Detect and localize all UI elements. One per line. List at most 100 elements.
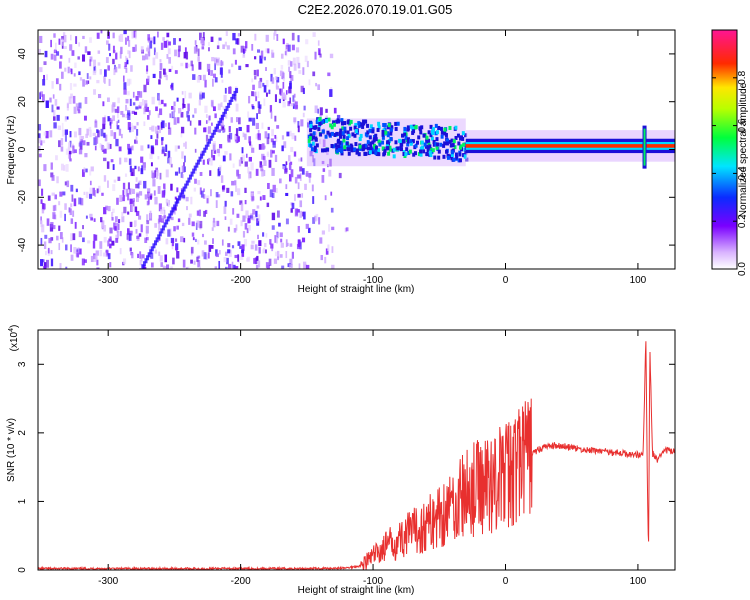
heatmap-cell: [214, 63, 216, 71]
heatmap-cell: [43, 164, 47, 172]
heatmap-cell: [105, 249, 109, 257]
heatmap-cell: [461, 131, 465, 136]
heatmap-cell: [261, 122, 264, 129]
heatmap-cell: [43, 131, 47, 136]
heatmap-cell: [192, 168, 196, 174]
heatmap-cell: [97, 62, 101, 66]
heatmap-cell: [270, 138, 274, 143]
snr-background: [38, 330, 675, 570]
heatmap-cell: [338, 172, 342, 179]
heatmap-cell: [147, 252, 151, 258]
heatmap-cell: [435, 137, 439, 142]
heatmap-cell: [288, 155, 291, 162]
heatmap-cell: [290, 75, 294, 81]
heatmap-cell: [257, 91, 260, 99]
heatmap-cell: [377, 152, 381, 157]
heatmap-cell: [113, 222, 116, 230]
heatmap-cell: [283, 164, 287, 171]
heatmap-cell: [409, 124, 413, 129]
heatmap-cell: [85, 168, 88, 173]
heatmap-cell: [282, 101, 286, 108]
heatmap-cell: [111, 240, 115, 246]
heatmap-cell: [409, 141, 413, 146]
heatmap-cell: [403, 126, 407, 131]
heatmap-cell: [262, 249, 266, 254]
heatmap-cell: [235, 128, 239, 137]
heatmap-cell: [265, 34, 269, 42]
heatmap-cell: [238, 65, 242, 70]
heatmap-cell: [218, 250, 221, 255]
heatmap-cell: [216, 220, 220, 227]
heatmap-cell: [149, 195, 152, 200]
heatmap-cell: [201, 92, 205, 99]
heatmap-cell: [50, 237, 54, 241]
heatmap-cell: [266, 151, 270, 155]
heatmap-cell: [165, 74, 168, 81]
heatmap-cell: [89, 180, 92, 186]
heatmap-cell: [51, 174, 55, 181]
heatmap-cell: [387, 151, 391, 156]
heatmap-cell: [127, 211, 130, 215]
heatmap-cell: [150, 252, 154, 259]
heatmap-cell: [38, 133, 41, 139]
heatmap-cell: [118, 146, 122, 152]
heatmap-cell: [136, 235, 140, 240]
heatmap-cell: [201, 268, 205, 269]
heatmap-cell: [288, 162, 292, 170]
heatmap-cell: [294, 135, 297, 141]
heatmap-cell: [215, 253, 219, 258]
heatmap-cell: [119, 51, 122, 59]
heatmap-cell: [254, 75, 257, 80]
heatmap-cell: [343, 129, 347, 134]
heatmap-cell: [165, 198, 169, 204]
heatmap-cell: [191, 64, 194, 71]
heatmap-cell: [99, 69, 102, 75]
heatmap-cell: [142, 55, 146, 61]
heatmap-cell: [433, 155, 437, 160]
heatmap-cell: [119, 248, 122, 255]
heatmap-cell: [116, 106, 120, 114]
heatmap-cell: [271, 77, 275, 84]
heatmap-cell: [176, 198, 180, 204]
heatmap-cell: [218, 37, 222, 41]
heatmap-cell: [190, 259, 193, 264]
heatmap-cell: [321, 230, 325, 235]
heatmap-cell: [94, 190, 97, 197]
heatmap-cell: [130, 204, 133, 212]
heatmap-cell: [296, 56, 300, 64]
heatmap-cell: [420, 140, 424, 145]
heatmap-cell: [175, 243, 179, 251]
heatmap-cell: [250, 162, 254, 171]
heatmap-cell: [242, 132, 245, 138]
heatmap-cell: [39, 91, 43, 97]
heatmap-cell: [220, 74, 223, 78]
heatmap-cell: [301, 237, 306, 243]
heatmap-cell: [109, 243, 112, 249]
heatmap-cell: [103, 157, 107, 162]
heatmap-cell: [322, 168, 326, 172]
heatmap-cell: [399, 147, 403, 152]
heatmap-cell: [197, 56, 200, 62]
heatmap-cell: [257, 260, 261, 268]
heatmap-cell: [152, 73, 156, 79]
heatmap-cell: [127, 234, 131, 242]
heatmap-cell: [149, 40, 153, 49]
heatmap-cell: [233, 228, 237, 233]
heatmap-cell: [338, 131, 342, 136]
heatmap-cell: [192, 237, 195, 241]
heatmap-cell: [38, 48, 41, 55]
heatmap-cell: [131, 123, 133, 129]
heatmap-cell: [68, 57, 71, 63]
heatmap-cell: [159, 70, 162, 79]
heatmap-cell: [292, 57, 296, 66]
heatmap-cell: [291, 202, 295, 210]
heatmap-cell: [111, 104, 114, 113]
heatmap-cell: [133, 125, 137, 130]
heatmap-cell: [435, 130, 439, 135]
heatmap-cell: [297, 35, 300, 43]
heatmap-cell: [194, 108, 197, 114]
heatmap-cell: [442, 154, 446, 159]
heatmap-cell: [235, 185, 238, 192]
heatmap-cell: [174, 196, 177, 200]
heatmap-cell: [427, 130, 431, 135]
